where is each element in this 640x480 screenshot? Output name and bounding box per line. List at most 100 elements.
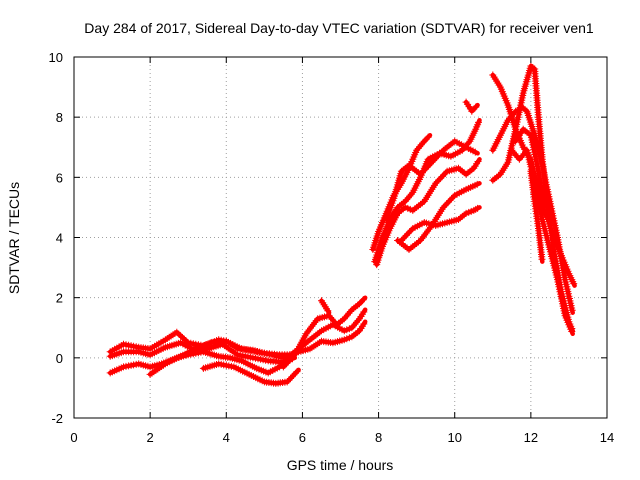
data-point-marker [519, 152, 526, 160]
data-point-marker [351, 320, 359, 328]
x-tick-label: 2 [147, 430, 154, 445]
axis-ticks [73, 56, 608, 419]
x-tick-label: 12 [524, 430, 538, 445]
y-tick-label: 8 [56, 110, 63, 125]
y-tick-label: 4 [56, 231, 63, 246]
data-point-marker [359, 296, 367, 304]
x-tick-label: 14 [600, 430, 614, 445]
data-point-marker [475, 118, 482, 126]
data-point-marker [360, 308, 368, 316]
data-point-marker [433, 178, 441, 186]
data-point-marker [432, 179, 440, 187]
data-point-marker [426, 160, 434, 168]
data-point-marker [360, 320, 368, 328]
data-point-marker [474, 158, 482, 165]
y-tick-label: 6 [56, 170, 63, 185]
data-point-marker [520, 150, 528, 158]
data-point-marker [327, 314, 335, 321]
data-point-marker [343, 311, 351, 319]
series-track [382, 137, 480, 223]
data-tracks [106, 62, 578, 387]
data-point-marker [506, 114, 513, 122]
y-tick-label: 2 [56, 291, 63, 306]
data-point-marker [342, 313, 350, 321]
data-point-marker [346, 308, 354, 315]
data-point-marker [407, 190, 415, 198]
data-point-marker [471, 148, 479, 156]
data-point-marker [439, 203, 447, 211]
data-point-marker [448, 195, 455, 203]
x-tick-label: 4 [223, 430, 230, 445]
data-point-marker [308, 322, 316, 330]
data-point-marker [406, 192, 414, 200]
data-point-marker [515, 155, 523, 163]
data-point-marker [507, 113, 515, 121]
series-track [397, 204, 482, 244]
data-point-marker [402, 231, 410, 239]
data-point-marker [540, 201, 548, 209]
data-point-marker [417, 141, 425, 149]
data-point-marker [420, 167, 428, 175]
y-tick-label: 0 [56, 351, 63, 366]
series-track [369, 132, 433, 253]
data-point-marker [283, 378, 291, 386]
series-track [373, 157, 482, 269]
data-point-marker [428, 158, 436, 166]
data-point-marker [438, 173, 446, 180]
data-point-marker [568, 306, 576, 314]
data-point-marker [443, 200, 451, 208]
data-point-marker [285, 376, 293, 384]
data-point-marker [401, 233, 409, 241]
data-point-marker [431, 155, 439, 163]
data-point-marker [424, 133, 432, 141]
data-point-marker [406, 228, 414, 236]
data-point-marker [404, 194, 412, 202]
data-point-marker [430, 157, 437, 165]
data-point-marker [349, 322, 357, 330]
data-point-marker [416, 143, 424, 151]
data-point-marker [418, 169, 426, 177]
data-point-marker [504, 116, 512, 124]
data-point-marker [426, 223, 434, 231]
data-point-marker [340, 315, 348, 323]
series-track [318, 297, 332, 315]
data-point-marker [413, 146, 421, 154]
series-track [512, 125, 548, 210]
data-point-marker [433, 153, 441, 161]
series-track [295, 319, 368, 356]
data-point-marker [281, 361, 289, 369]
data-point-marker [419, 233, 427, 241]
data-point-marker [517, 154, 525, 161]
data-point-marker [354, 317, 362, 324]
x-tick-label: 8 [375, 430, 382, 445]
data-point-marker [328, 315, 336, 323]
data-point-marker [324, 307, 332, 315]
data-point-marker [444, 198, 452, 206]
data-point-marker [510, 109, 518, 117]
data-point-marker [293, 368, 301, 376]
series-track [508, 146, 576, 337]
series-track [462, 98, 480, 115]
data-point-marker [419, 139, 427, 147]
y-axis-label: SDTVAR / TECUs [6, 182, 22, 294]
series-track [394, 180, 482, 253]
chart-title: Day 284 of 2017, Sidereal Day-to-day VTE… [84, 20, 594, 36]
data-point-marker [425, 162, 433, 170]
data-point-marker [538, 255, 546, 263]
series-track [199, 360, 301, 387]
data-point-marker [407, 226, 415, 234]
data-point-marker [435, 176, 443, 184]
x-tick-labels: 0 2 4 6 8 10 12 14 [70, 430, 614, 445]
data-point-marker [509, 111, 517, 119]
data-point-marker [440, 171, 448, 179]
data-point-marker [404, 230, 412, 238]
data-point-marker [401, 197, 409, 205]
data-point-marker [449, 193, 457, 201]
data-point-marker [458, 146, 466, 154]
data-point-marker [568, 328, 576, 335]
data-point-marker [446, 197, 454, 204]
x-axis-label: GPS time / hours [287, 457, 394, 473]
data-point-marker [434, 151, 442, 159]
x-tick-label: 10 [447, 430, 461, 445]
y-tick-labels: -2 0 2 4 6 8 10 [49, 50, 63, 426]
